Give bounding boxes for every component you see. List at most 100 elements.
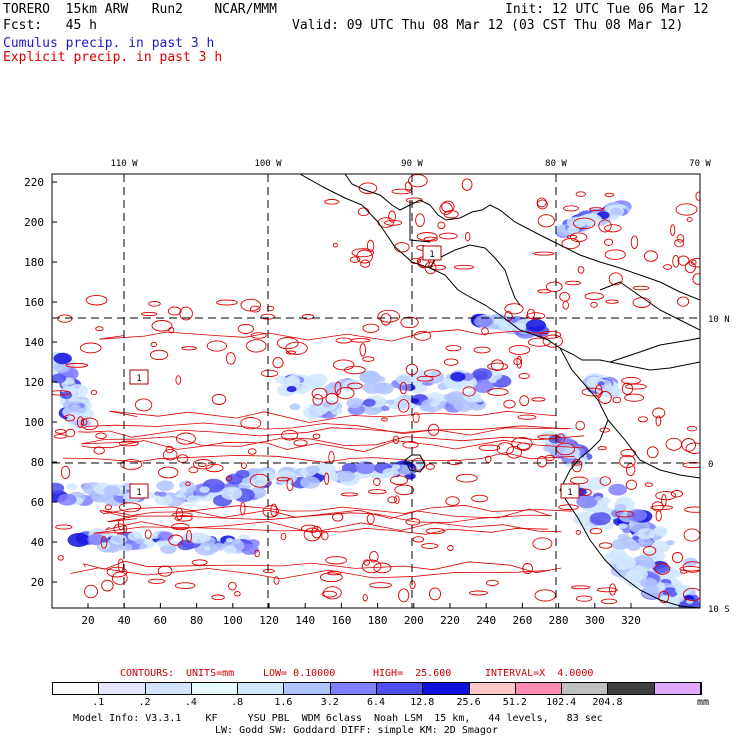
- explicit-contour: [570, 476, 589, 485]
- x-tick-label: 80: [190, 614, 203, 627]
- explicit-contour: [575, 595, 593, 602]
- cumulus-cell: [576, 495, 598, 509]
- explicit-contour: [325, 556, 348, 565]
- cumulus-cell: [371, 471, 383, 480]
- colorbar-swatch: [284, 683, 331, 694]
- explicit-contour: [118, 440, 139, 447]
- explicit-contour: [655, 510, 662, 522]
- explicit-contour: [445, 496, 460, 506]
- explicit-contour: [615, 510, 635, 518]
- cumulus-cell: [315, 462, 336, 476]
- explicit-contour: [334, 381, 342, 396]
- explicit-contour: [416, 232, 438, 241]
- explicit-contour: [526, 312, 546, 320]
- explicit-contour: [280, 532, 287, 541]
- explicit-contour: [84, 584, 98, 599]
- cumulus-cell: [622, 527, 632, 534]
- explicit-contour: [147, 578, 166, 584]
- explicit-contour: [312, 393, 324, 406]
- cumulus-cell: [52, 482, 65, 494]
- explicit-contour: [332, 242, 338, 248]
- explicit-contour: [280, 429, 299, 441]
- y-tick-label: 220: [24, 176, 44, 189]
- cumulus-cell: [53, 352, 72, 365]
- explicit-contour: [100, 536, 108, 549]
- explicit-contour: [373, 477, 381, 487]
- box-label: 1: [567, 488, 572, 498]
- explicit-contour: [597, 446, 607, 451]
- explicit-contour: [57, 555, 64, 561]
- explicit-contour: [340, 492, 359, 497]
- explicit-contour: [165, 445, 174, 454]
- explicit-contour: [319, 572, 343, 583]
- x-tick-label: 100: [223, 614, 243, 627]
- explicit-contour-line: [100, 508, 551, 519]
- explicit-contour: [380, 417, 388, 422]
- x-tick-label: 260: [512, 614, 532, 627]
- explicit-contour: [80, 417, 99, 431]
- cumulus-cell: [154, 491, 162, 496]
- cumulus-cell: [359, 370, 381, 384]
- cumulus-cell: [661, 587, 678, 598]
- cumulus-cell: [168, 540, 178, 546]
- explicit-contour: [516, 355, 523, 369]
- explicit-contour: [542, 334, 563, 348]
- cumulus-cell: [76, 413, 86, 419]
- explicit-contour-line: [84, 422, 568, 435]
- lat-label: 0: [708, 460, 713, 470]
- explicit-contour: [380, 313, 392, 326]
- explicit-contour: [570, 585, 591, 590]
- model-info: Model Info: V3.3.1 KF YSU PBL WDM 6class…: [73, 713, 603, 724]
- explicit-contour: [363, 559, 370, 566]
- explicit-contour: [167, 306, 182, 316]
- explicit-contour: [575, 191, 586, 197]
- explicit-contour: [366, 239, 375, 252]
- cumulus-cell: [473, 315, 493, 328]
- cumulus-cell: [157, 531, 174, 542]
- explicit-contour: [471, 494, 489, 503]
- colorbar-swatch: [377, 683, 424, 694]
- cumulus-cell: [327, 471, 338, 478]
- colorbar-label: .4: [184, 697, 197, 708]
- cumulus-cell: [363, 398, 376, 407]
- explicit-contour: [663, 264, 673, 270]
- explicit-contour: [612, 396, 622, 404]
- explicit-contour: [293, 439, 308, 447]
- physics-info: LW: Godd SW: Goddard DIFF: simple KM: 2D…: [215, 725, 498, 736]
- explicit-contour: [570, 232, 588, 243]
- cumulus-cell: [618, 523, 628, 529]
- legend-explicit: Explicit precip. in past 3 h: [3, 50, 223, 65]
- cumulus-cell: [587, 477, 608, 490]
- cumulus-cell: [346, 398, 363, 409]
- explicit-contour: [157, 565, 173, 577]
- colorbar-label: 12.8: [410, 697, 435, 708]
- cumulus-cell: [472, 379, 494, 393]
- explicit-contour: [670, 224, 676, 236]
- explicit-contour: [272, 357, 284, 369]
- explicit-contour: [344, 365, 366, 375]
- cumulus-cell: [644, 561, 656, 569]
- explicit-contour: [197, 462, 207, 468]
- explicit-contour: [487, 362, 509, 371]
- explicit-contour: [655, 490, 677, 501]
- cumulus-cell: [450, 380, 457, 385]
- explicit-contour: [373, 562, 392, 574]
- cumulus-cell: [597, 381, 605, 386]
- explicit-contour: [625, 479, 637, 490]
- cumulus-cell: [150, 532, 160, 540]
- explicit-contour-line: [105, 521, 562, 534]
- explicit-precip-contours: [52, 174, 700, 605]
- explicit-contour: [211, 594, 225, 601]
- explicit-contour: [216, 299, 238, 306]
- x-tick-label: 320: [621, 614, 641, 627]
- y-tick-label: 100: [24, 416, 44, 429]
- explicit-contour: [399, 381, 408, 395]
- explicit-contour: [412, 412, 420, 423]
- explicit-contour: [437, 221, 446, 230]
- explicit-contour: [644, 482, 653, 487]
- x-tick-label: 200: [404, 614, 424, 627]
- explicit-contour: [148, 300, 161, 307]
- explicit-contour: [65, 363, 89, 368]
- cumulus-cell: [616, 496, 633, 507]
- explicit-contour: [620, 448, 637, 458]
